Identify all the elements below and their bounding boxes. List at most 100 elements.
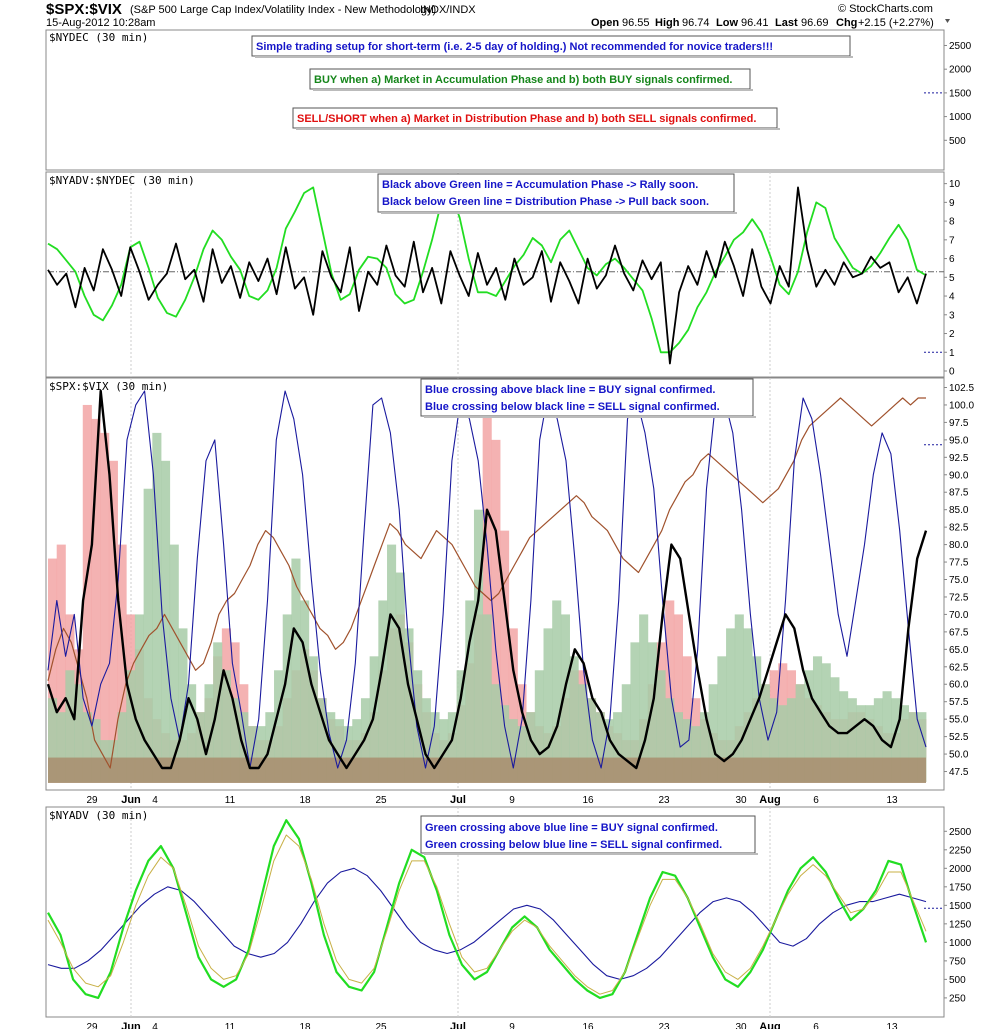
y-tick-label: 75.0 (949, 575, 969, 586)
volume-bar (82, 404, 92, 782)
dropdown-arrow-icon[interactable] (945, 19, 950, 23)
y-tick-label: 5 (949, 273, 955, 284)
y-tick-label: 85.0 (949, 505, 969, 516)
volume-bar (56, 544, 66, 782)
volume-bar (752, 656, 762, 782)
volume-bar (360, 698, 371, 782)
y-tick-label: 2000 (949, 864, 972, 875)
low-value: 96.41 (741, 17, 769, 29)
volume-bar (473, 509, 484, 782)
watermark: © StockCharts.com (838, 3, 933, 15)
y-tick-label: 70.0 (949, 610, 969, 621)
open-label: Open (591, 17, 619, 29)
y-tick-label: 67.5 (949, 627, 969, 638)
chart-exchange: INDX/INDX (420, 4, 476, 16)
volume-bar (899, 705, 910, 782)
volume-bar (378, 600, 388, 782)
volume-bar (195, 712, 205, 782)
panel-spx-vix (45, 377, 945, 791)
x-tick-label: Aug (759, 1021, 780, 1029)
y-tick-label: 100.0 (949, 400, 974, 411)
volume-bar (187, 684, 197, 782)
last-value: 96.69 (801, 17, 829, 29)
x-tick-label: Aug (759, 794, 780, 806)
volume-bar (204, 684, 214, 782)
x-tick-label: 30 (735, 795, 747, 806)
volume-bar (282, 614, 292, 782)
volume-bar (491, 439, 501, 782)
note-text-8: Green crossing above blue line = BUY sig… (425, 822, 718, 834)
y-tick-label: 2500 (949, 41, 972, 52)
note-text-7: Blue crossing below black line = SELL si… (425, 401, 720, 413)
note-box-2: BUY when a) Market in Accumulation Phase… (309, 68, 753, 91)
chg-label: Chg (836, 17, 857, 29)
volume-bar (117, 712, 127, 782)
note-box-1: Simple trading setup for short-term (i.e… (251, 35, 853, 58)
x-tick-label: 11 (225, 1022, 236, 1029)
y-tick-label: 7 (949, 235, 955, 246)
volume-bar (439, 719, 449, 782)
volume-bar (734, 614, 744, 782)
x-tick-label: 23 (658, 795, 670, 806)
volume-bar (708, 684, 718, 782)
volume-bar (630, 642, 640, 782)
note-text-5: Black below Green line = Distribution Ph… (382, 196, 709, 208)
y-tick-label: 102.5 (949, 383, 974, 394)
y-tick-label: 50.0 (949, 750, 969, 761)
ratio-black-line (47, 186, 927, 365)
panel-label-spx-vix: $SPX:$VIX (30 min) (49, 380, 168, 393)
x-tick-label: 11 (225, 795, 236, 806)
x-tick-label: 18 (299, 795, 311, 806)
volume-bar (795, 684, 805, 782)
volume-bar (500, 705, 510, 782)
y-tick-label: 9 (949, 198, 955, 209)
volume-bar (126, 670, 136, 782)
x-tick-label: 13 (886, 795, 898, 806)
volume-bar (404, 628, 414, 782)
high-label: High (655, 17, 680, 29)
y-tick-label: 1250 (949, 919, 972, 930)
volume-bar (48, 698, 58, 782)
volume-bar (760, 684, 770, 782)
chart-date: 15-Aug-2012 10:28am (46, 17, 155, 29)
y-tick-label: 4 (949, 292, 955, 303)
note-text-3: SELL/SHORT when a) Market in Distributio… (297, 113, 756, 125)
y-tick-label: 10 (949, 179, 961, 190)
y-tick-label: 92.5 (949, 453, 969, 464)
nyadv-blue-line (47, 867, 927, 980)
x-tick-label: 29 (86, 795, 98, 806)
panel-nyadv (45, 806, 945, 1018)
note-text-6: Blue crossing above black line = BUY sig… (425, 384, 715, 396)
y-tick-label: 77.5 (949, 558, 969, 569)
volume-bar (534, 670, 544, 782)
note-text-9: Green crossing below blue line = SELL si… (425, 839, 722, 851)
volume-bar (665, 698, 675, 782)
volume-bar (804, 670, 814, 782)
y-tick-label: 80.0 (949, 540, 969, 551)
volume-bar (308, 656, 318, 782)
note-box-5: Blue crossing above black line = BUY sig… (420, 378, 756, 418)
y-tick-label: 1000 (949, 938, 972, 949)
y-tick-label: 500 (949, 136, 966, 147)
volume-bar (74, 684, 84, 782)
note-box-6: Green crossing above blue line = BUY sig… (420, 815, 758, 855)
volume-bar (256, 726, 266, 782)
y-tick-label: 1500 (949, 88, 972, 99)
volume-bar (586, 698, 597, 782)
volume-bar (656, 670, 666, 782)
chg-value: +2.15 (+2.27%) (858, 17, 934, 29)
x-tick-label: 18 (299, 1022, 311, 1029)
y-tick-label: 1 (949, 348, 955, 359)
volume-bar (134, 614, 145, 782)
spx-vix-blue-line (47, 390, 927, 769)
volume-bar (274, 670, 284, 782)
volume-bar (743, 628, 753, 782)
high-value: 96.74 (682, 17, 710, 29)
volume-bar (91, 418, 101, 782)
y-tick-label: 82.5 (949, 523, 969, 534)
volume-bar (856, 705, 866, 782)
volume-bar (317, 698, 327, 782)
open-value: 96.55 (622, 17, 650, 29)
x-tick-label: 30 (735, 1022, 747, 1029)
y-tick-label: 250 (949, 993, 966, 1004)
